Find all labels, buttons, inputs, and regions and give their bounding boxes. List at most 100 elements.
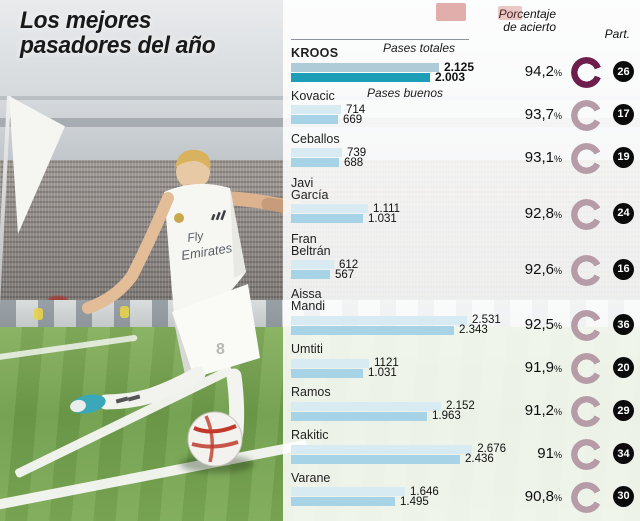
value-good: 1.963 [432,410,461,423]
player-row-ceballos: Ceballos 739 688 93,1% 19 [291,126,634,174]
bar-total [291,315,467,325]
accuracy-percent: 90,8% [524,487,562,505]
bar-total [291,260,334,269]
accuracy-ring-icon [571,254,602,286]
value-good: 1.495 [400,495,429,508]
bar-good [291,158,339,168]
participations-badge: 29 [613,400,634,422]
value-good: 2.343 [459,324,488,337]
value-good: 2.436 [465,453,494,465]
column-header-accuracy: Porcentaje de acierto [498,7,556,34]
legend-pases-totales: Pases totales [382,41,455,55]
bar-good [291,214,363,224]
value-total: 2.125 [444,60,475,74]
player-name: KROOS [291,46,339,60]
value-total: 612 [339,258,359,271]
bar-total [291,105,341,115]
bar-total [291,401,441,411]
player-name: Aissa [291,287,322,302]
accuracy-ring-icon [571,353,602,385]
player-name: Kovacic [291,88,335,103]
value-good: 669 [343,113,363,126]
participations-badge: 19 [613,146,634,168]
participations-badge: 17 [613,103,634,125]
steward-vest [120,306,129,318]
player-row-kovacic: Kovacic 714 669 93,7% 17 [291,83,634,131]
accuracy-percent: 92,8% [524,204,562,222]
legend-pases-buenos: Pases buenos [366,86,443,100]
player-name: Javi [291,175,314,190]
player-name: Ceballos [291,131,340,146]
accuracy-ring-icon [571,198,602,230]
header-rule [291,39,469,40]
adidas-logo [211,209,227,221]
accuracy-percent: 91% [537,445,562,462]
bar-good [291,497,395,507]
shorts-number: 8 [216,341,225,358]
scoreboard-screen [436,3,466,21]
accuracy-ring-icon [571,481,602,513]
bar-good [291,454,460,464]
value-total: 2.676 [477,443,506,455]
accuracy-percent: 91,9% [524,359,562,377]
accuracy-ring-icon [571,142,602,174]
value-total: 2.531 [472,314,501,327]
club-crest [174,213,184,223]
bar-good [291,115,338,125]
bar-total [291,487,405,497]
player-row-varane: Varane 1.646 1.495 90,8% 30 [291,465,634,513]
accuracy-ring-icon [571,99,602,131]
accuracy-percent: 94,2% [524,63,562,80]
value-good: 2.003 [435,70,466,84]
bar-total [291,204,368,214]
steward-vest [34,308,43,320]
bar-total [291,444,473,454]
accuracy-ring-icon [571,57,602,88]
bar-good [291,72,430,82]
accuracy-percent: 92,5% [524,316,562,334]
accuracy-ring-icon [571,310,602,342]
player-row-kroos: KROOS 2.125 2.003 94,2% 26 [291,40,634,88]
value-total: 739 [347,146,367,159]
player-rows: KROOS 2.125 2.003 94,2% 26 Kovacic 714 6… [291,40,634,513]
bar-good [291,325,454,335]
participations-badge: 20 [613,357,634,379]
accuracy-ring-icon [571,396,602,428]
bar-good [291,411,427,421]
value-total: 2.152 [446,400,475,413]
player-name: Fran [291,231,317,246]
title-line2: pasadores del año [20,32,216,60]
player-row-javi-garcia: Javi García 1.111 1.031 92,8% 24 [291,169,634,230]
title-line1: Los mejores [20,7,152,34]
bar-good [291,368,363,378]
participations-badge: 30 [613,485,634,507]
accuracy-ring-icon [571,439,602,470]
bar-total [291,358,369,368]
player-row-ramos: Ramos 2.152 1.963 91,2% 29 [291,379,634,428]
value-total: 1.111 [373,202,401,215]
player-name: Varane [291,470,331,485]
value-good: 688 [344,156,364,169]
bar-good [291,270,330,279]
accuracy-percent: 91,2% [524,402,562,420]
column-header-participations: Part. [604,27,630,41]
bar-total [291,148,342,158]
bar-total [291,62,439,72]
player-name: Ramos [291,385,331,400]
accuracy-percent: 93,7% [524,105,562,123]
value-good: 1.031 [368,367,397,380]
participations-badge: 16 [613,258,634,280]
player-row-aissa-mandi: Aissa Mandi 2.531 2.343 92,5% 36 [291,280,634,342]
accuracy-percent: 93,1% [524,148,562,166]
player-row-rakitic: Rakitic 2.676 2.436 91% 34 [291,422,634,470]
value-total: 714 [346,103,366,116]
participations-badge: 36 [613,314,634,336]
football [187,411,243,467]
shirt-sponsor-line1: Fly [186,228,205,244]
page-title: Los mejores pasadores del año [20,7,216,60]
value-good: 567 [335,268,355,281]
player-name: Rakitic [291,428,329,442]
player-name: Umtiti [291,342,323,357]
scoreboard-screen [498,6,522,20]
